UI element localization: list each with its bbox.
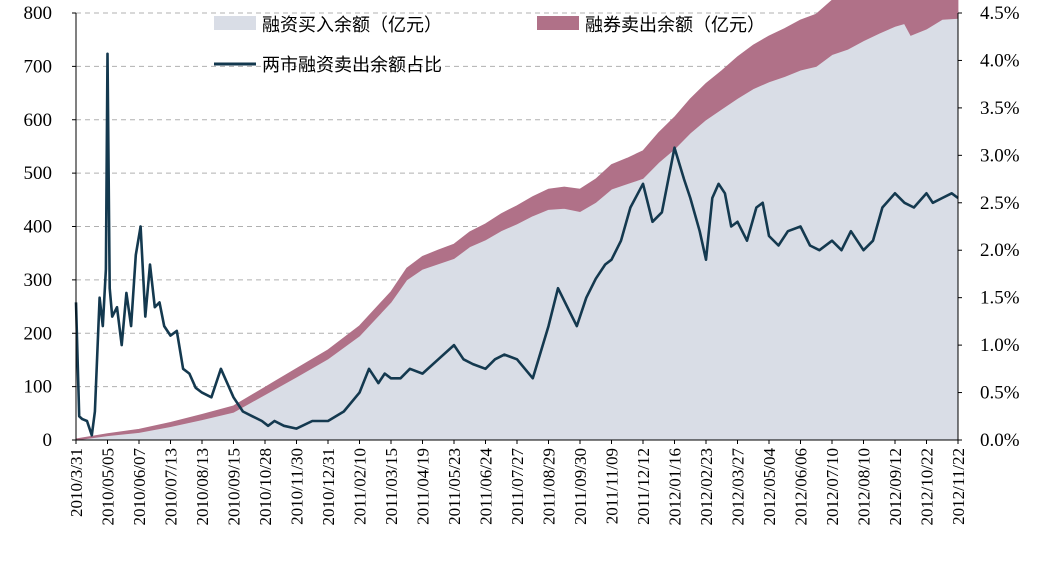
x-tick-label: 2012/05/04: [760, 448, 779, 526]
x-tick-label: 2012/10/22: [918, 448, 937, 525]
plot-lines: [74, 52, 959, 437]
x-tick-label: 2010/10/28: [256, 448, 275, 525]
legend: 融资买入余额（亿元） 融券卖出余额（亿元） 两市融资卖出余额占比: [214, 15, 765, 76]
x-tick-label: 2011/11/09: [603, 448, 622, 524]
x-tick-label: 2012/02/23: [697, 448, 716, 525]
x-tick-label: 2010/12/31: [319, 448, 338, 525]
x-tick-label: 2010/3/31: [67, 448, 86, 517]
x-tick-label: 2011/07/27: [508, 448, 527, 525]
x-tick-label: 2010/06/07: [130, 448, 149, 526]
y-tick-label: 300: [24, 270, 53, 291]
y2-tick-label: 1.5%: [980, 288, 1020, 309]
x-tick-label: 2011/12/12: [634, 448, 653, 525]
legend-label: 融券卖出余额（亿元）: [585, 15, 765, 36]
x-tick-label: 2012/07/10: [823, 448, 842, 525]
y2-tick-label: 4.5%: [980, 3, 1020, 24]
y2-tick-label: 3.5%: [980, 98, 1020, 119]
y2-tick-label: 0.0%: [980, 430, 1020, 451]
y2-tick-label: 1.0%: [980, 335, 1020, 356]
axes: 0 100 200 300 400 500 600 700 800 0.0% 0.5% 1.0% 1.5…: [24, 3, 1020, 525]
x-tick-label: 2010/11/30: [288, 448, 307, 525]
y-tick-label: 100: [24, 377, 53, 398]
x-tick-label: 2011/09/30: [571, 448, 590, 525]
x-tick-label: 2010/05/05: [99, 448, 118, 525]
y2-tick-label: 3.0%: [980, 145, 1020, 166]
y-tick-label: 200: [24, 323, 53, 344]
x-tick-label: 2012/08/10: [855, 448, 874, 525]
x-tick-label: 2010/08/13: [193, 448, 212, 525]
x-tick-label: 2011/04/19: [414, 448, 433, 525]
legend-label: 两市融资卖出余额占比: [262, 55, 442, 76]
y-tick-label: 500: [24, 163, 53, 184]
x-tick-label: 2012/01/16: [666, 448, 685, 525]
x-tick-label: 2011/06/24: [477, 448, 496, 525]
y2-tick-label: 0.5%: [980, 383, 1020, 404]
y-tick-label: 700: [24, 56, 53, 77]
y-tick-label: 600: [24, 110, 53, 131]
x-tick-label: 2012/09/12: [886, 448, 905, 525]
legend-swatch: [214, 16, 256, 30]
x-tick-label: 2012/03/27: [729, 448, 748, 526]
x-tick-label: 2012/11/22: [949, 448, 968, 525]
financing-ratio-line: [74, 52, 959, 437]
y2-tick-label: 2.5%: [980, 193, 1020, 214]
y-tick-label: 800: [24, 3, 53, 24]
x-tick-label: 2011/05/23: [445, 448, 464, 525]
x-tick-label: 2010/09/15: [225, 448, 244, 525]
y-tick-label: 400: [24, 217, 53, 238]
x-tick-label: 2012/06/06: [792, 448, 811, 525]
legend-label: 融资买入余额（亿元）: [262, 15, 442, 36]
legend-swatch: [537, 16, 579, 30]
y2-tick-label: 2.0%: [980, 240, 1020, 261]
y-tick-label: 0: [43, 430, 53, 451]
x-tick-label: 2011/03/15: [382, 448, 401, 525]
x-tick-label: 2010/07/13: [162, 448, 181, 525]
x-tick-label: 2011/08/29: [540, 448, 559, 525]
y2-tick-label: 4.0%: [980, 50, 1020, 71]
x-tick-label: 2011/02/10: [351, 448, 370, 525]
